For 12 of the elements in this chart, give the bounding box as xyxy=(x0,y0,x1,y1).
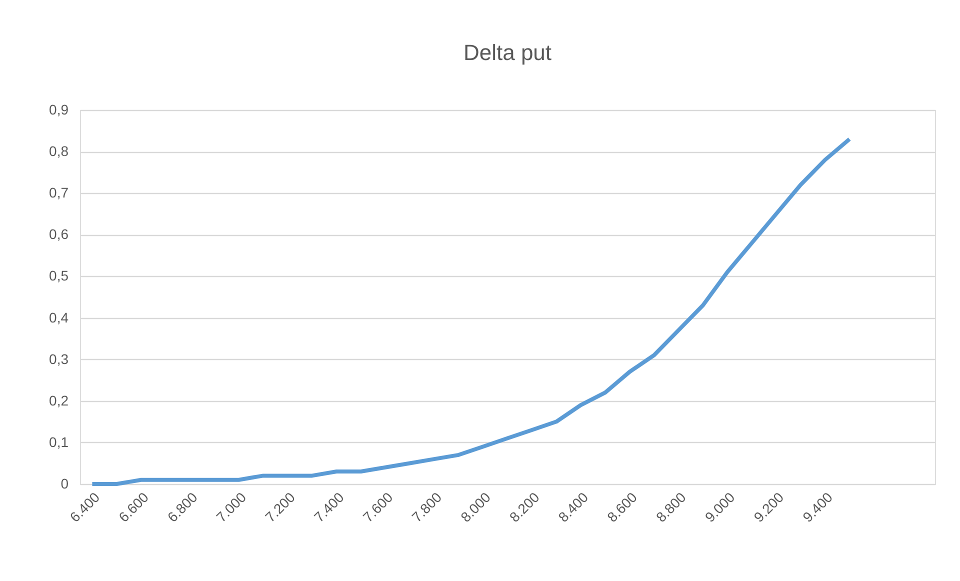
y-tick-label: 0,9 xyxy=(49,102,69,118)
chart-title: Delta put xyxy=(463,40,552,65)
y-tick-label: 0,8 xyxy=(49,143,69,160)
y-tick-label: 0,3 xyxy=(49,350,69,367)
y-tick-label: 0,1 xyxy=(49,434,69,450)
y-tick-label: 0,7 xyxy=(49,184,69,201)
line-series xyxy=(90,137,852,486)
y-tick-label: 0 xyxy=(60,476,69,492)
y-tick-label: 0,2 xyxy=(49,392,69,408)
y-tick-label: 0,4 xyxy=(49,309,69,326)
y-tick-label: 0,5 xyxy=(49,268,69,284)
y-tick-label: 0,6 xyxy=(49,226,69,242)
